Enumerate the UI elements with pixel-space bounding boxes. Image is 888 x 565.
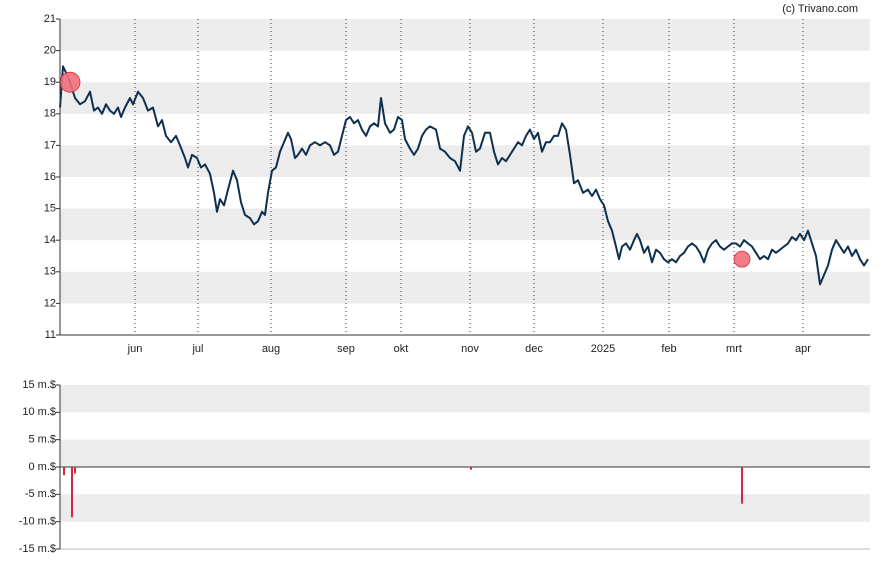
x-tick-label: mrt <box>726 343 742 355</box>
x-tick-label: jul <box>191 343 203 355</box>
y-tick-label: 11 <box>45 329 56 341</box>
price-line <box>59 65 869 286</box>
grid-band <box>60 82 870 114</box>
y-tick-label: 15 m.$ <box>22 379 56 391</box>
y-tick-label: 0 m.$ <box>28 461 56 473</box>
y-tick-label: 21 <box>44 13 56 25</box>
y-tick-label: 19 <box>44 76 56 88</box>
y-tick-label: 18 <box>44 108 56 120</box>
y-tick-label: 20 <box>44 45 56 57</box>
y-tick-label: 14 <box>44 234 56 246</box>
x-tick-label: sep <box>337 343 355 355</box>
grid-band <box>60 385 870 413</box>
bar <box>74 467 76 474</box>
y-tick-label: 5 m.$ <box>28 434 56 446</box>
x-tick-label: aug <box>262 343 280 355</box>
grid-band <box>60 271 870 304</box>
y-tick-label: 17 <box>44 139 56 151</box>
bar <box>741 467 743 504</box>
grid-band <box>60 145 870 177</box>
grid-band <box>60 494 870 522</box>
marker <box>59 71 81 93</box>
y-tick-label: 15 <box>44 203 56 215</box>
y-tick-label: -5 m.$ <box>25 488 56 500</box>
bar <box>71 467 73 518</box>
x-tick-label: apr <box>795 343 811 355</box>
marker <box>733 250 751 268</box>
y-tick-label: -10 m.$ <box>19 516 56 528</box>
grid-band <box>60 208 870 241</box>
x-tick-label: feb <box>661 343 676 355</box>
x-tick-label: 2025 <box>591 343 615 355</box>
grid-band <box>60 439 870 467</box>
y-tick-label: -15 m.$ <box>19 543 56 555</box>
y-tick-label: 12 <box>44 297 56 309</box>
bar <box>470 467 472 470</box>
credit: (c) Trivano.com <box>782 3 858 15</box>
x-tick-label: dec <box>525 343 543 355</box>
x-tick-label: okt <box>394 343 409 355</box>
grid-band <box>60 19 870 51</box>
bar <box>63 467 65 476</box>
y-tick-label: 10 m.$ <box>22 406 56 418</box>
y-tick-label: 13 <box>44 266 56 278</box>
y-tick-label: 16 <box>44 171 56 183</box>
x-tick-label: nov <box>461 343 479 355</box>
x-tick-label: jun <box>127 343 143 355</box>
